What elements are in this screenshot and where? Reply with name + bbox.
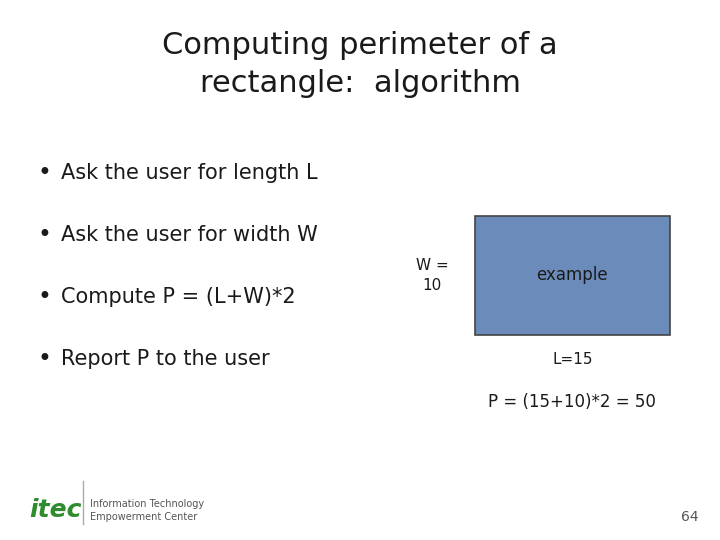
Text: 64: 64 [681, 510, 698, 524]
Text: •: • [37, 161, 52, 185]
Text: Report P to the user: Report P to the user [61, 349, 270, 369]
Text: Ask the user for length L: Ask the user for length L [61, 163, 318, 183]
Text: •: • [37, 347, 52, 371]
Text: •: • [37, 285, 52, 309]
Text: Information Technology
Empowerment Center: Information Technology Empowerment Cente… [90, 499, 204, 522]
Text: rectangle:  algorithm: rectangle: algorithm [199, 69, 521, 98]
Text: itec: itec [29, 498, 81, 522]
Text: P = (15+10)*2 = 50: P = (15+10)*2 = 50 [488, 393, 657, 411]
Text: L=15: L=15 [552, 352, 593, 367]
Text: Compute P = (L+W)*2: Compute P = (L+W)*2 [61, 287, 296, 307]
Text: example: example [536, 266, 608, 285]
Text: W =
10: W = 10 [415, 258, 449, 293]
Text: Ask the user for width W: Ask the user for width W [61, 225, 318, 245]
Text: Computing perimeter of a: Computing perimeter of a [162, 31, 558, 60]
Bar [475, 216, 670, 335]
Text: •: • [37, 223, 52, 247]
